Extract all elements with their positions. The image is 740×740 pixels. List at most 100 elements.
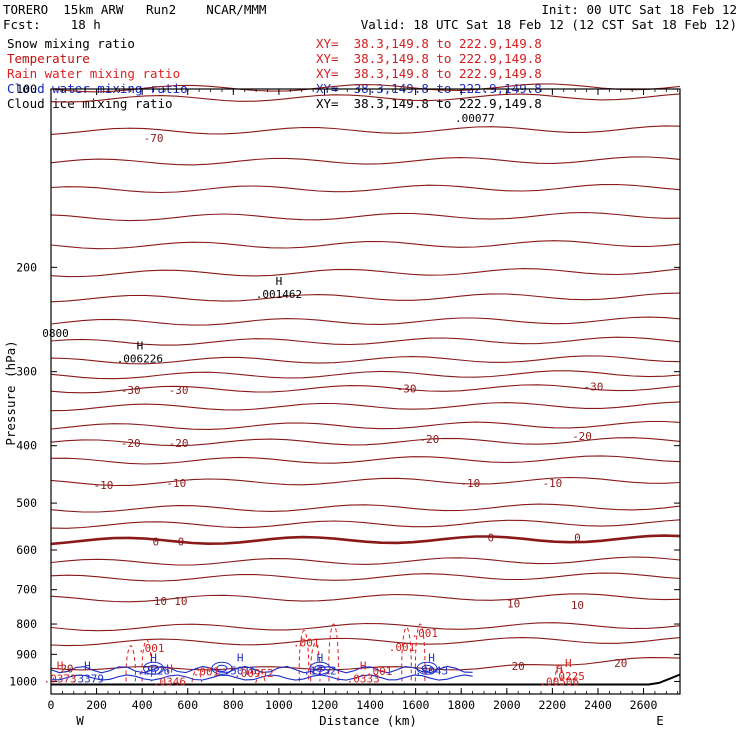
isotherm-line (50, 93, 681, 103)
isotherm-label: 10 (571, 599, 584, 612)
isotherm-line (50, 420, 681, 430)
cloud-water-contour (50, 665, 473, 674)
x-tick-label: 400 (132, 698, 153, 712)
isotherm-line (50, 593, 681, 603)
isotherm-label: -20 (121, 437, 141, 450)
x-tick-label: 200 (86, 698, 107, 712)
isotherm-line (50, 572, 681, 582)
rain-contour (553, 665, 565, 682)
extremum-mark: H (150, 651, 157, 664)
isotherm-line (50, 83, 681, 93)
y-axis-label: Pressure (hPa) (3, 340, 18, 445)
x-tick-label: 600 (177, 698, 198, 712)
temperature-contours (50, 83, 681, 671)
rain-label: .001 (366, 665, 393, 678)
y-tick-label: 300 (16, 365, 37, 379)
isotherm-label: -20 (572, 430, 592, 443)
isotherm-line (50, 455, 681, 465)
extremum-mark: H (360, 659, 367, 672)
extremum-mark: H (84, 659, 91, 672)
isotherm-line (50, 519, 681, 529)
extremum-value: .2626 (137, 664, 170, 677)
contour-labels: -70 -30 -30 -30 -30 -20 -20 -20 -20 -10 -10 -10 -10 0… (42, 112, 627, 688)
extremum-mark: H (428, 651, 435, 664)
extremum-value: .5016 (224, 664, 257, 677)
cloud-water-contour (314, 664, 326, 672)
isotherm-label: 20 (614, 657, 627, 670)
isotherm-label: -10 (93, 479, 113, 492)
cloud-water-contour (216, 664, 228, 672)
cloud-water-contour (148, 664, 160, 672)
isotherm-line (50, 657, 681, 671)
init-time: Init: 00 UTC Sat 18 Feb 12 (541, 2, 737, 17)
field-xy-temperature: XY= 38.3,149.8 to 222.9,149.8 (316, 51, 542, 66)
field-name-snow: Snow mixing ratio (7, 36, 135, 51)
extremum-mark: H (565, 657, 572, 670)
extremum-mark: H (57, 659, 64, 672)
isotherm-label: -10 (166, 477, 186, 490)
valid-time: Valid: 18 UTC Sat 18 Feb 12 (12 CST Sat … (360, 17, 737, 32)
isotherm-line (50, 156, 681, 166)
rain-contour (310, 642, 321, 682)
isotherm-label: -10 (460, 477, 480, 490)
isotherm-line (50, 622, 681, 632)
isotherm-line (50, 268, 681, 278)
x-tick-label: 1200 (311, 698, 339, 712)
field-xy-rain: XY= 38.3,149.8 to 222.9,149.8 (316, 66, 542, 81)
extremum-value: .4043 (415, 664, 448, 677)
extremum-value: 0800 (42, 327, 69, 340)
y-tick-label: 600 (16, 543, 37, 557)
isotherm-label: -30 (397, 382, 417, 395)
isotherm-label: 10 (507, 597, 520, 610)
extremum-mark: H (276, 275, 283, 288)
rain-label: .001 (389, 641, 416, 654)
x-axis-label: Distance (km) (319, 713, 417, 728)
isotherm-line (50, 355, 681, 365)
isotherm-label: 0 (153, 536, 160, 549)
isotherm-line (50, 503, 681, 513)
isotherm-label: -20 (169, 437, 189, 450)
isotherm-line (50, 336, 681, 346)
y-tick-label: 1000 (9, 674, 37, 688)
field-name-rain: Rain water mixing ratio (7, 66, 181, 81)
rain-label: .001 (293, 637, 320, 650)
rain-water-contours (125, 623, 565, 683)
rain-contour (401, 626, 412, 682)
isotherm-label: 20 (512, 660, 525, 673)
extremum-mark: H (137, 339, 144, 352)
axes: 0 200 400 600 800 1000 1200 1400 1600 1800 2000 220… (9, 82, 680, 712)
isotherm-line (50, 183, 681, 194)
field-name-cloud-ice: Cloud ice mixing ratio (7, 96, 173, 111)
extremum-value: .0333 (347, 672, 380, 685)
isotherm-label: -30 (583, 381, 603, 394)
isotherm-line (50, 401, 681, 412)
x-axis-left-end-label: W (76, 713, 84, 728)
extremum-mark: H (237, 651, 244, 664)
isotherm-line (50, 476, 681, 487)
y-tick-label: 700 (16, 583, 37, 597)
x-tick-label: 2400 (584, 698, 612, 712)
cloud-water-contours (50, 661, 473, 681)
field-xy-snow: XY= 38.3,149.8 to 222.9,149.8 (316, 36, 542, 51)
forecast-hour: Fcst: 18 h (3, 17, 101, 32)
isotherm-label: 0 (178, 536, 185, 549)
rain-contour (125, 645, 137, 682)
isotherm-line (50, 637, 681, 647)
x-tick-label: 1000 (265, 698, 293, 712)
isotherm-line (50, 240, 681, 250)
rain-contour (328, 623, 339, 682)
y-tick-label: 500 (16, 496, 37, 510)
isotherm-label: -30 (121, 384, 141, 397)
isotherm-line (50, 534, 681, 546)
terrain-boundary (51, 673, 681, 686)
extremum-value: .00077 (455, 112, 495, 125)
x-tick-label: 800 (223, 698, 244, 712)
isotherm-line (50, 316, 681, 326)
cloud-water-contour (421, 664, 433, 672)
x-tick-label: 1800 (447, 698, 475, 712)
x-axis-right-end-label: E (656, 713, 664, 728)
x-tick-label: 0 (48, 698, 55, 712)
isotherm-label: 0 (488, 532, 495, 545)
isotherm-line (50, 437, 681, 447)
